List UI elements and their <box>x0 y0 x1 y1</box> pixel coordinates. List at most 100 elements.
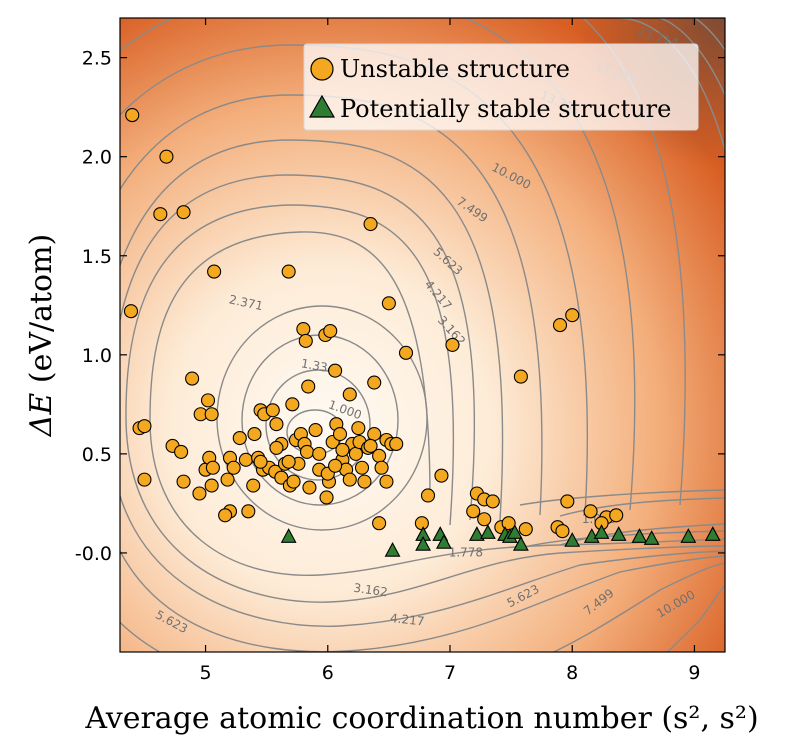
data-point-unstable <box>299 444 315 459</box>
data-point-unstable <box>218 508 233 523</box>
data-point-unstable <box>137 419 152 434</box>
data-point-unstable <box>379 474 394 489</box>
data-point-stable <box>415 536 432 551</box>
data-point-unstable <box>220 472 235 487</box>
contour-line <box>581 18 686 506</box>
data-point-unstable <box>565 308 580 323</box>
data-point-unstable <box>159 149 174 164</box>
x-tick-label: 5 <box>200 662 212 684</box>
data-point-unstable <box>348 446 363 461</box>
data-point-unstable <box>363 217 378 232</box>
data-point-unstable <box>285 397 300 412</box>
data-point-unstable <box>513 369 528 384</box>
y-axis-symbol: ΔE <box>24 393 59 438</box>
y-tick-label: 0.5 <box>82 444 112 466</box>
data-point-stable <box>631 528 648 543</box>
y-tick-label: 1.0 <box>82 345 112 367</box>
data-point-unstable <box>323 323 338 339</box>
data-point-unstable <box>286 474 301 489</box>
data-point-unstable <box>301 379 316 394</box>
data-point-unstable <box>389 436 404 452</box>
data-point-unstable <box>298 333 313 348</box>
data-point-stable <box>583 528 600 543</box>
data-point-stable <box>468 526 485 541</box>
y-axis-title: ΔE (eV/atom) <box>24 234 59 438</box>
data-point-unstable <box>247 427 262 442</box>
data-point-unstable <box>123 304 139 319</box>
data-point-unstable <box>269 417 284 432</box>
data-point-unstable <box>477 512 492 527</box>
x-axis: 5 6 7 8 9 <box>200 18 700 684</box>
data-point-unstable <box>445 337 460 352</box>
series-stable <box>280 524 721 557</box>
data-point-unstable <box>583 504 598 519</box>
data-point-unstable <box>501 516 516 531</box>
contour-label: 4.217 <box>389 611 425 629</box>
y-tick-label: 2.5 <box>82 48 112 70</box>
legend: Unstable structure Potentially stable st… <box>303 43 699 131</box>
data-point-unstable <box>319 490 334 505</box>
series-layer <box>123 108 721 557</box>
contour-line <box>265 369 371 481</box>
x-tick-label: 6 <box>322 662 334 684</box>
contour-label: 3.162 <box>353 581 389 600</box>
data-point-unstable <box>552 318 568 333</box>
data-point-unstable <box>466 504 481 519</box>
contour-line <box>120 18 636 511</box>
data-point-unstable <box>374 460 389 475</box>
data-point-unstable <box>363 438 378 454</box>
data-point-unstable <box>205 460 220 475</box>
contour-line <box>659 18 725 96</box>
data-point-unstable <box>238 452 253 467</box>
data-point-unstable <box>232 430 247 446</box>
data-point-unstable <box>560 494 575 509</box>
contour-line <box>120 174 725 627</box>
y-tick-label: 2.0 <box>82 147 112 169</box>
data-point-unstable <box>125 108 140 123</box>
data-point-stable <box>435 534 452 549</box>
data-point-stable <box>610 526 627 541</box>
data-point-unstable <box>420 488 436 503</box>
contour-label: 1.778 <box>449 545 483 559</box>
data-point-unstable <box>332 427 348 442</box>
data-point-unstable <box>200 393 216 408</box>
data-point-stable <box>680 528 697 543</box>
data-point-unstable <box>174 444 189 459</box>
data-point-unstable <box>308 423 323 438</box>
legend-stable-label: Potentially stable structure <box>340 95 671 123</box>
contour-label: 2.371 <box>228 292 265 313</box>
contour-line <box>120 139 725 652</box>
data-point-unstable <box>342 387 357 402</box>
data-point-unstable <box>609 508 624 523</box>
data-point-unstable <box>207 264 222 279</box>
data-point-stable <box>280 528 297 543</box>
data-point-unstable <box>372 516 387 531</box>
data-point-unstable <box>296 322 311 337</box>
data-point-stable <box>643 530 660 545</box>
data-point-unstable <box>253 454 268 469</box>
data-point-unstable <box>434 468 449 483</box>
data-point-unstable <box>555 524 570 539</box>
x-axis-title: Average atomic coordination number (s², … <box>84 701 758 736</box>
contour-line <box>694 18 725 51</box>
contour-line <box>559 497 725 517</box>
data-point-unstable <box>354 460 370 475</box>
data-point-stable <box>564 532 581 547</box>
data-point-unstable <box>281 454 296 469</box>
data-point-unstable <box>398 345 414 360</box>
data-point-unstable <box>381 296 396 311</box>
legend-box <box>303 43 699 131</box>
data-point-unstable <box>185 371 200 386</box>
data-point-stable <box>512 536 529 551</box>
legend-unstable-label: Unstable structure <box>340 55 570 83</box>
data-point-unstable <box>265 403 280 418</box>
data-point-unstable <box>176 474 191 489</box>
y-tick-label: -0.0 <box>75 543 112 565</box>
x-tick-label: 7 <box>444 662 456 684</box>
data-point-unstable <box>226 460 241 475</box>
data-point-unstable <box>342 472 357 487</box>
data-point-stable <box>704 526 721 541</box>
data-point-unstable <box>192 486 207 501</box>
data-point-unstable <box>137 472 152 487</box>
data-point-unstable <box>176 205 191 220</box>
